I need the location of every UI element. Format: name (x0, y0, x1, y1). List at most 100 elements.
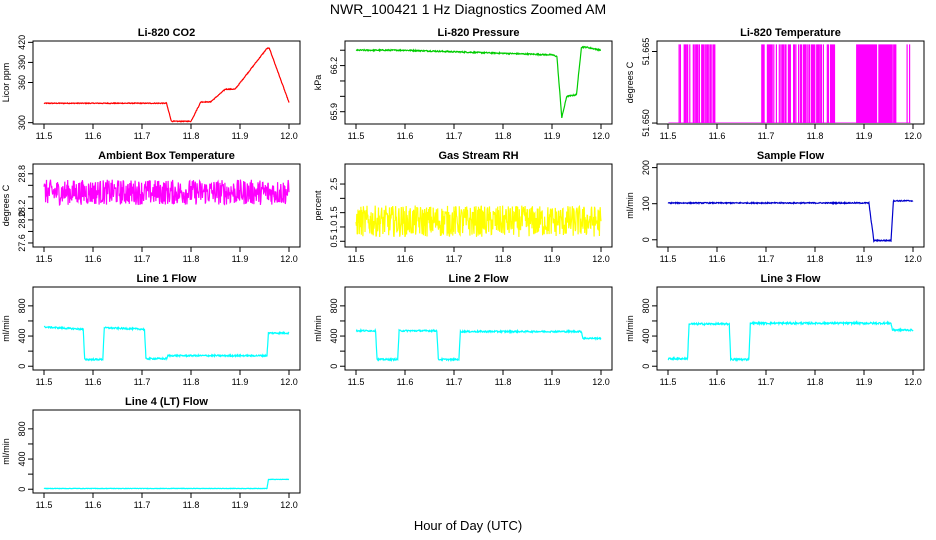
panel-6: Sample Flow ml/min 11.5 11.6 11.7 11.8 11.9 12.… (625, 150, 925, 264)
x-tick-label: 11.5 (660, 254, 677, 264)
x-tick-label: 11.5 (660, 131, 677, 141)
series-line (43, 178, 290, 206)
x-tick-label: 11.6 (709, 131, 726, 141)
x-tick-label: 12.0 (904, 131, 922, 141)
plot-frame (32, 409, 301, 494)
x-tick-label: 11.7 (134, 254, 151, 264)
x-tick-label: 11.8 (807, 131, 824, 141)
x-tick-label: 11.8 (495, 254, 512, 264)
x-tick-label: 11.5 (36, 131, 53, 141)
x-tick-label: 11.5 (348, 254, 365, 264)
panel-title: Line 1 Flow (137, 273, 197, 285)
x-tick-label: 11.9 (856, 131, 873, 141)
y-tick-label: 0 (17, 364, 27, 369)
x-tick-label: 11.6 (397, 254, 414, 264)
y-tick-label: 100 (641, 196, 651, 211)
y-tick-label: 800 (17, 298, 27, 313)
y-tick-label: 0 (17, 487, 27, 492)
y-tick-label: 800 (17, 421, 27, 436)
series-line (667, 199, 914, 243)
x-tick-label: 11.7 (134, 377, 151, 387)
x-tick-label: 12.0 (280, 500, 298, 510)
x-tick-label: 11.8 (183, 131, 200, 141)
x-tick-label: 12.0 (592, 254, 610, 264)
panel-5: Gas Stream RH percent 11.5 11.6 11.7 11.8 11.9… (313, 150, 613, 264)
y-tick-label: 0.5 (329, 235, 339, 248)
x-tick-label: 12.0 (280, 254, 298, 264)
panel-title: Line 4 (LT) Flow (125, 396, 208, 408)
y-tick-label: 27.6 (17, 234, 27, 252)
x-tick-label: 11.5 (36, 377, 53, 387)
x-tick-label: 11.6 (709, 254, 726, 264)
x-tick-label: 11.6 (397, 131, 414, 141)
x-tick-label: 11.6 (709, 377, 726, 387)
series-line (355, 204, 602, 238)
x-tick-label: 11.9 (232, 254, 249, 264)
x-tick-label: 11.8 (807, 377, 824, 387)
y-tick-label: 1.0 (329, 221, 339, 234)
x-tick-label: 11.7 (446, 254, 463, 264)
x-tick-label: 11.8 (495, 377, 512, 387)
x-tick-label: 11.5 (348, 377, 365, 387)
y-axis-label: percent (313, 190, 323, 221)
y-tick-label: 2.5 (329, 178, 339, 191)
x-tick-label: 11.7 (134, 131, 151, 141)
x-tick-label: 11.9 (856, 377, 873, 387)
x-tick-label: 11.8 (183, 500, 200, 510)
plot-frame (656, 286, 925, 371)
y-tick-label: 65.9 (329, 103, 339, 121)
x-tick-label: 12.0 (280, 377, 298, 387)
series-line (667, 319, 914, 363)
x-tick-label: 11.8 (807, 254, 824, 264)
x-tick-label: 11.9 (232, 131, 249, 141)
y-tick-label: 1.5 (329, 206, 339, 219)
y-axis-label: ml/min (313, 315, 323, 342)
panel-1: Li-820 CO2 Licor ppm 11.5 11.6 11.7 11.8 11.9 1… (1, 27, 301, 141)
x-tick-label: 11.8 (183, 254, 200, 264)
series-line (668, 44, 911, 123)
x-tick-label: 11.6 (85, 254, 102, 264)
y-tick-label: 51.650 (641, 109, 651, 137)
x-tick-label: 11.7 (758, 254, 775, 264)
y-tick-label: 28.2 (17, 200, 27, 218)
y-axis-label: ml/min (1, 315, 11, 342)
panel-3: Li-820 Temperature degrees C 11.5 11.6 11.7 1… (625, 27, 925, 141)
panel-title: Sample Flow (757, 150, 825, 162)
x-tick-label: 11.9 (232, 500, 249, 510)
x-tick-label: 11.7 (758, 377, 775, 387)
y-axis-label: ml/min (625, 315, 635, 342)
x-tick-label: 11.5 (36, 254, 53, 264)
series-line (43, 47, 290, 123)
figure-title: NWR_100421 1 Hz Diagnostics Zoomed AM (329, 1, 607, 17)
y-tick-label: 300 (17, 115, 27, 130)
y-tick-label: 0 (641, 364, 651, 369)
series-line (355, 45, 601, 119)
series-line (43, 325, 290, 362)
series-line (43, 478, 290, 490)
x-tick-label: 12.0 (280, 131, 298, 141)
x-tick-label: 12.0 (904, 254, 922, 264)
panel-title: Li-820 CO2 (138, 27, 195, 39)
y-tick-label: 400 (329, 329, 339, 344)
x-tick-label: 11.6 (85, 377, 102, 387)
series-line (355, 327, 602, 363)
y-tick-label: 51.665 (641, 38, 651, 66)
plot-frame (32, 40, 301, 125)
x-tick-label: 11.7 (134, 500, 151, 510)
y-tick-label: 390 (17, 55, 27, 70)
x-tick-label: 12.0 (592, 377, 610, 387)
y-tick-label: 800 (641, 298, 651, 313)
y-tick-label: 200 (641, 160, 651, 175)
plot-frame (656, 40, 925, 125)
x-tick-label: 11.5 (660, 377, 677, 387)
y-axis-label: Licor ppm (1, 63, 11, 103)
x-tick-label: 11.8 (183, 377, 200, 387)
x-tick-label: 11.9 (544, 254, 561, 264)
x-tick-label: 11.6 (397, 377, 414, 387)
x-tick-label: 12.0 (904, 377, 922, 387)
y-tick-label: 0 (641, 237, 651, 242)
panel-title: Ambient Box Temperature (98, 150, 235, 162)
x-tick-label: 11.7 (446, 377, 463, 387)
y-axis-label: ml/min (1, 438, 11, 465)
